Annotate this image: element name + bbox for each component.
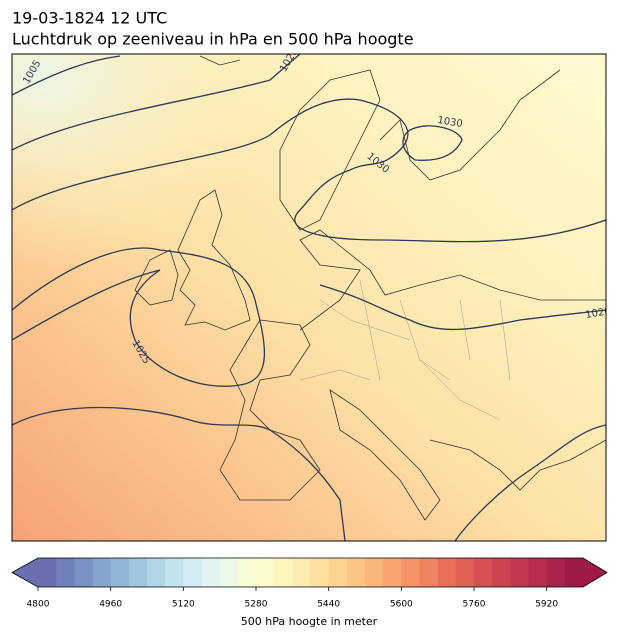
isobar [402,125,463,161]
colorbar-bin [564,558,584,587]
colorbar-bin [310,558,330,587]
colorbar-bin [237,558,257,587]
colorbar: 4800 4960 5120 5280 5440 5600 5760 5920 [11,557,608,610]
colorbar-bin [492,558,511,587]
colorbar-bin [183,558,202,587]
colorbar-bin [455,558,475,587]
colorbar-bin [219,558,239,587]
map-frame [11,53,607,542]
isobar [454,424,606,541]
colorbar-tick-label: 5120 [172,600,195,610]
colorbar-bin [546,558,566,587]
isobar [12,54,301,151]
colorbar-bin [274,558,293,587]
colorbar-bin [165,558,184,587]
colorbar-bin [74,558,93,587]
colorbar-bin [419,558,439,587]
colorbar-bin [346,558,366,587]
colorbar-tick-label: 5440 [317,600,340,610]
colorbar-outline [11,557,608,588]
colorbar-tick-label: 4800 [27,600,50,610]
colorbar-bin [201,558,221,587]
colorbar-extend-high [583,558,607,587]
colorbar-bin [383,558,402,587]
colorbar-bin [328,558,348,587]
colorbar-bin [128,558,148,587]
colorbar-tick-label: 5920 [535,600,558,610]
colorbar-bin [38,558,57,587]
map-shade [12,54,606,541]
colorbar-bin [92,558,112,587]
colorbar-bin [401,558,420,587]
colorbar-bin [437,558,457,587]
colorbar-bin [110,558,130,587]
colorbar-bin [56,558,75,587]
isobar [12,55,121,96]
coastline [134,55,606,521]
colorbar-label: 500 hPa hoogte in meter [241,615,378,628]
contour-label: 1030 [436,115,463,130]
colorbar-tick-label: 5760 [463,600,486,610]
colorbar-bin [510,558,529,587]
isobar [12,98,606,243]
isobar [319,284,606,331]
contour-label: 1020 [585,306,612,321]
isobar [12,247,266,387]
isobar [12,406,346,541]
colorbar-bin [474,558,493,587]
borders [299,279,511,421]
colorbar-bin [528,558,548,587]
colorbar-tick-label: 5280 [245,600,268,610]
colorbar-extend-low [12,558,38,587]
colorbar-bin [147,558,166,587]
colorbar-bin [292,558,311,587]
colorbar-tick-label: 5600 [390,600,413,610]
colorbar-tick-label: 4960 [99,600,122,610]
colorbar-bin [365,558,384,587]
colorbar-bin [256,558,275,587]
map: 1005 1025 1030 1030 1025 1020 [12,54,612,541]
subtitle: Luchtdruk op zeeniveau in hPa en 500 hPa… [12,30,414,49]
title: 19-03-1824 12 UTC [12,9,167,28]
